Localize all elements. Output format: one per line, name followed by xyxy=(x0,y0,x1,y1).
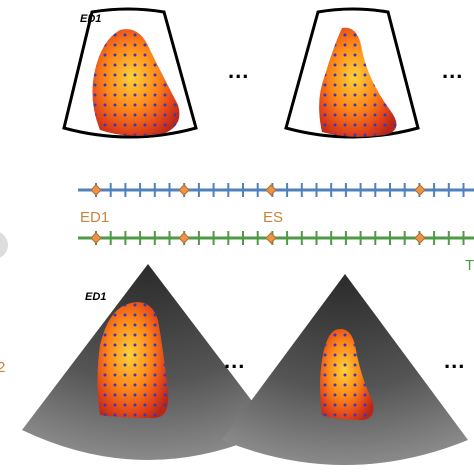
timeline-label: ES xyxy=(263,209,283,226)
top-panel-2 xyxy=(284,7,420,139)
panel-label: ED1 xyxy=(85,291,106,303)
keyframe-marker xyxy=(414,232,426,244)
ellipsis: ... xyxy=(228,58,249,83)
keyframe-marker xyxy=(265,184,277,196)
timeline-label: ED1 xyxy=(80,209,109,226)
timelines xyxy=(78,183,474,245)
top-panel-1: ED1 xyxy=(62,7,198,139)
side-icon xyxy=(0,232,8,258)
keyframe-marker xyxy=(178,184,190,196)
bottom-panel-2 xyxy=(222,274,468,465)
keyframe-marker xyxy=(90,232,102,244)
panel-label: ED1 xyxy=(80,13,101,25)
bottom-panel-1: ED1 xyxy=(22,264,274,460)
keyframe-marker xyxy=(414,184,426,196)
keyframe-marker xyxy=(178,232,190,244)
ellipsis: ... xyxy=(224,348,245,373)
ellipsis: ... xyxy=(444,348,465,373)
keyframe-marker xyxy=(265,232,277,244)
ellipsis: ... xyxy=(442,58,463,83)
timeline-label: T xyxy=(465,257,474,274)
side-label: 2 xyxy=(0,359,5,376)
keyframe-marker xyxy=(90,184,102,196)
